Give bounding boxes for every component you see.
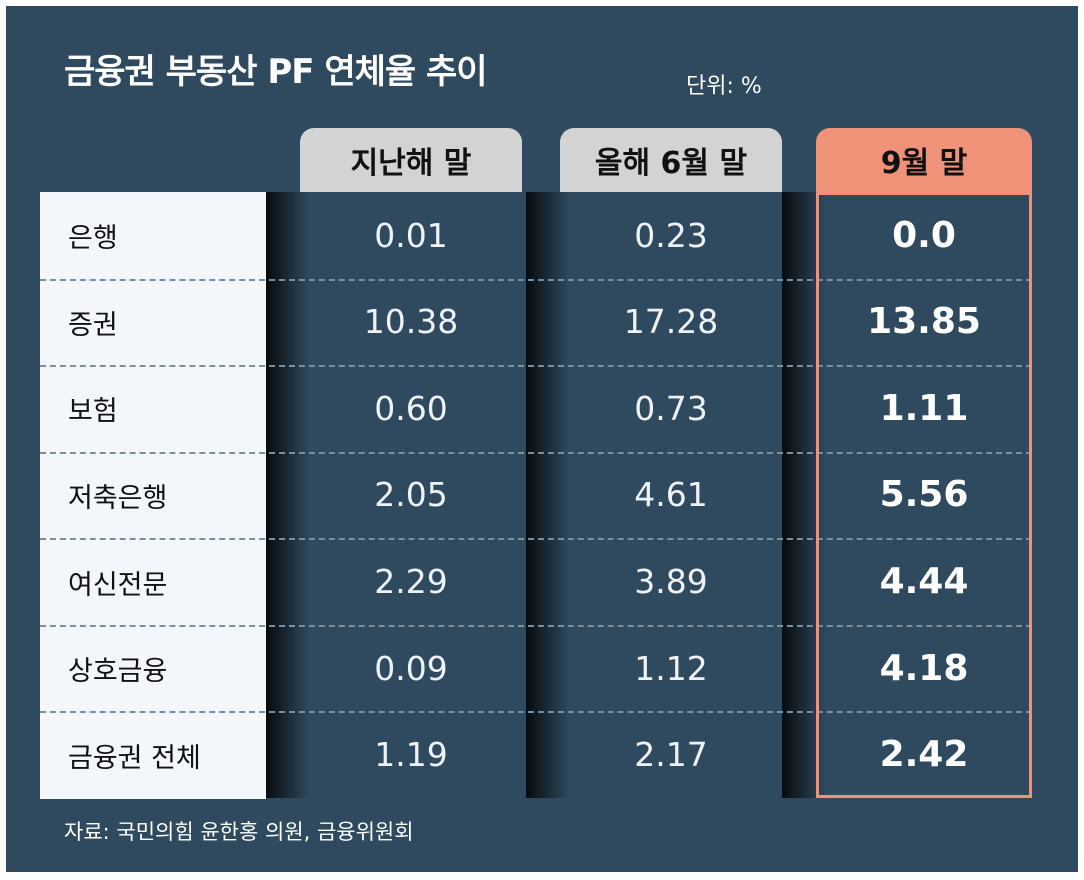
row-label: 보험 — [40, 365, 266, 453]
cell-value: 10.38 — [363, 302, 459, 342]
cell-value: 1.11 — [879, 387, 969, 429]
row-label: 여신전문 — [40, 538, 266, 626]
cell-value: 1.19 — [374, 735, 448, 775]
cell-value: 2.17 — [634, 735, 708, 775]
cell-value: 0.60 — [374, 388, 448, 428]
row-label: 상호금융 — [40, 624, 266, 713]
cell-value: 5.56 — [879, 474, 969, 516]
cell-value: 2.29 — [374, 562, 448, 602]
cell-value: 4.61 — [634, 475, 708, 515]
cell-value: 4.18 — [879, 647, 969, 689]
row-label: 금융권 전체 — [40, 711, 266, 799]
infographic: 금융권 부동산 PF 연체율 추이 단위: % 자료: 국민의힘 윤한홍 의원,… — [6, 6, 1078, 872]
cell-value: 0.0 — [892, 214, 956, 256]
cell-value: 2.05 — [374, 475, 448, 515]
column-shadow — [266, 192, 310, 798]
row-label: 저축은행 — [40, 451, 266, 540]
column-header: 지난해 말 — [300, 128, 522, 192]
title: 금융권 부동산 PF 연체율 추이 — [64, 52, 488, 92]
column-shadow — [526, 192, 570, 798]
row-label: 증권 — [40, 278, 266, 367]
source: 자료: 국민의힘 윤한홍 의원, 금융위원회 — [64, 820, 414, 844]
cell-value: 1.12 — [634, 648, 708, 688]
cell-value: 0.73 — [634, 388, 708, 428]
row-divider — [40, 711, 1032, 714]
row-label: 은행 — [40, 192, 266, 280]
row-divider — [40, 365, 1032, 368]
row-divider — [40, 278, 1032, 281]
cell-value: 17.28 — [623, 302, 719, 342]
row-divider — [40, 538, 1032, 541]
cell-value: 3.89 — [634, 562, 708, 602]
cell-value: 0.23 — [634, 215, 708, 255]
cell-value: 0.01 — [374, 215, 448, 255]
cell-value: 2.42 — [879, 734, 969, 776]
unit: 단위: % — [686, 74, 762, 99]
row-divider — [40, 451, 1032, 454]
highlight-outline — [816, 192, 1032, 798]
column-header: 올해 6월 말 — [560, 128, 782, 192]
column-header: 9월 말 — [816, 128, 1032, 192]
cell-value: 4.44 — [879, 561, 969, 603]
row-divider — [40, 624, 1032, 627]
cell-value: 0.09 — [374, 648, 448, 688]
cell-value: 13.85 — [867, 301, 981, 343]
